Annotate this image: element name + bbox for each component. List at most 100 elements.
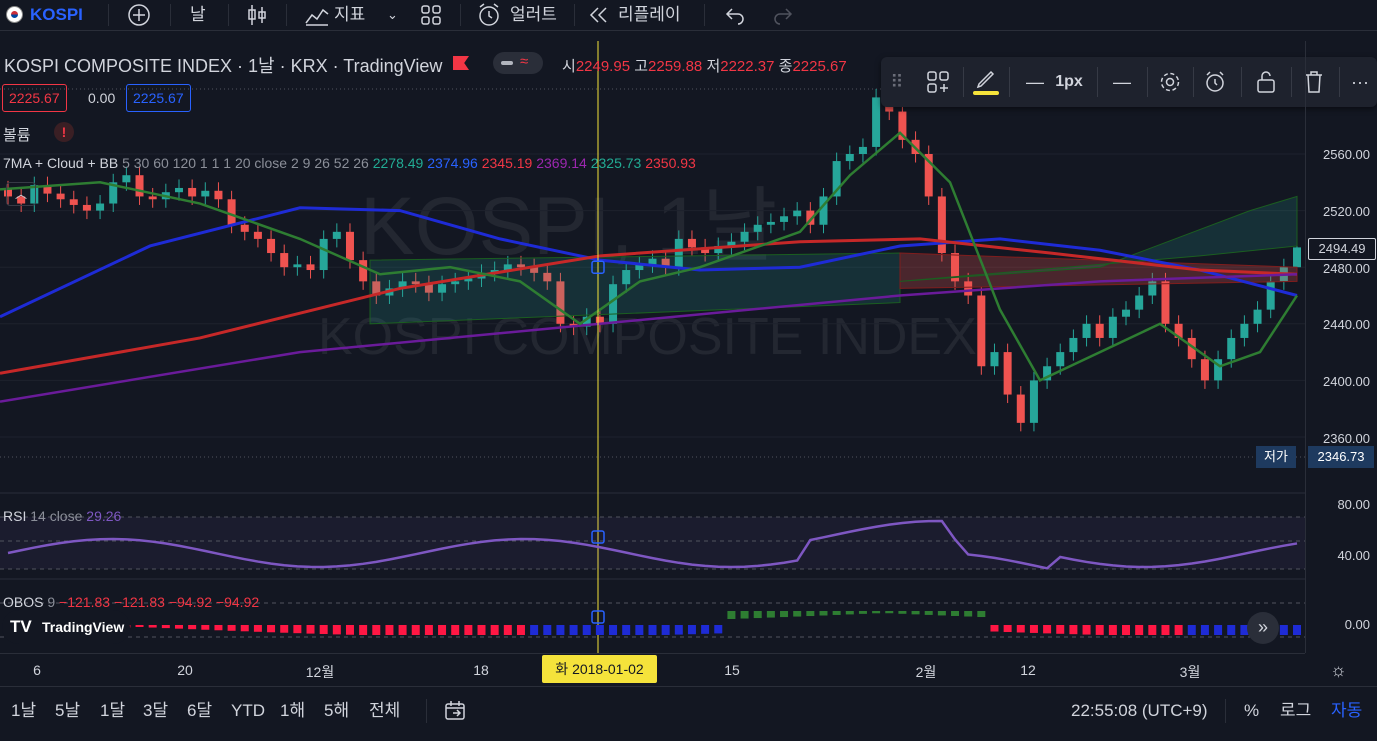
ma-purple-line (0, 273, 1298, 403)
obos-bar (174, 625, 183, 629)
candle-body (424, 284, 433, 293)
obos-bar (398, 625, 407, 635)
candle-body (174, 187, 183, 193)
replay-button[interactable]: 리플레이 (618, 5, 681, 24)
obos-bar (701, 625, 710, 634)
obos-bar (1279, 625, 1288, 635)
auto-scale-toggle[interactable]: 자동 (1331, 701, 1363, 720)
candle-body (1161, 281, 1170, 324)
add-alert-icon[interactable] (1201, 57, 1231, 107)
obos-bar (609, 625, 618, 635)
market-status-badge[interactable]: ≈ (493, 52, 543, 74)
flag-icon[interactable] (453, 56, 469, 70)
chevron-down-icon[interactable]: ⌄ (387, 7, 398, 22)
candle-body (398, 281, 407, 289)
interval-button[interactable]: 날 (190, 5, 206, 24)
candle-body (1082, 323, 1091, 338)
obos-bar (898, 611, 907, 614)
date-tick: 3월 (1179, 664, 1201, 680)
obos-bar (806, 611, 815, 617)
scroll-to-realtime-icon[interactable]: » (1247, 612, 1279, 644)
candle-body (1240, 323, 1249, 338)
obos-bar (543, 625, 552, 635)
go-to-date-icon[interactable] (444, 687, 466, 735)
delete-trash-icon[interactable] (1299, 57, 1329, 107)
range-1d[interactable]: 1날 (11, 701, 37, 720)
obos-bar (464, 625, 473, 635)
obos-bar (1043, 625, 1052, 634)
alert-clock-icon[interactable] (476, 0, 502, 30)
obos-bar (1293, 625, 1301, 635)
clock-timezone[interactable]: 22:55:08 (UTC+9) (1071, 701, 1208, 720)
candle-body (43, 185, 52, 194)
buy-price-button[interactable]: 2225.67 (126, 84, 191, 112)
candle-body (1029, 380, 1038, 423)
drawing-anchor-handle (591, 530, 605, 544)
range-5y[interactable]: 5해 (324, 701, 350, 720)
alert-button[interactable]: 얼러트 (510, 5, 557, 24)
warning-icon[interactable]: ! (54, 122, 74, 142)
range-ytd[interactable]: YTD (231, 701, 265, 720)
indicators-button[interactable]: 지표 (334, 5, 366, 24)
indicators-icon[interactable] (304, 0, 330, 30)
obos-bar (635, 625, 644, 635)
obos-bar (622, 625, 631, 635)
compare-add-icon[interactable] (126, 0, 152, 30)
redo-icon[interactable] (772, 0, 794, 30)
log-scale-toggle[interactable]: 로그 (1280, 701, 1312, 720)
range-all[interactable]: 전체 (369, 701, 401, 720)
obos-bar (227, 625, 236, 631)
candle-body (701, 247, 710, 254)
line-style-icon[interactable]: — (1113, 72, 1131, 92)
candle-body (135, 175, 144, 197)
obos-bar (306, 625, 315, 634)
range-1y[interactable]: 1해 (280, 701, 306, 720)
obos-bar (753, 611, 762, 619)
template-add-icon[interactable] (923, 57, 953, 107)
obos-bar (595, 625, 604, 635)
candle-body (253, 231, 262, 239)
range-6m[interactable]: 6달 (187, 701, 213, 720)
line-width-button[interactable]: 1px (1055, 73, 1083, 90)
candle-body (1200, 359, 1209, 381)
korea-flag-icon (6, 6, 23, 23)
tradingview-logo[interactable]: TV TradingView (2, 610, 130, 644)
sell-price-button[interactable]: 2225.67 (2, 84, 67, 112)
price-chart-svg (0, 41, 1305, 653)
chart-type-candles-icon[interactable] (246, 0, 268, 30)
range-3m[interactable]: 3달 (143, 701, 169, 720)
chart-canvas[interactable]: KOSPI, 1날 KOSPI COMPOSITE INDEX (0, 41, 1305, 653)
collapse-legend-icon[interactable]: ︿ (6, 182, 36, 206)
candle-body (780, 216, 789, 222)
lock-icon[interactable] (1251, 57, 1281, 107)
candle-body (345, 231, 354, 261)
settings-gear-icon[interactable] (1155, 57, 1185, 107)
candle-body (622, 270, 631, 285)
price-axis[interactable]: 2560.00 2520.00 2480.00 2440.00 2400.00 … (1305, 41, 1377, 653)
templates-grid-icon[interactable] (420, 0, 442, 30)
candle-body (503, 264, 512, 271)
candle-body (609, 284, 618, 324)
replay-rewind-icon[interactable] (588, 0, 610, 30)
chart-settings-icon[interactable]: ☼ (1330, 660, 1347, 680)
percent-scale-toggle[interactable]: % (1244, 701, 1260, 720)
time-axis[interactable]: 6 20 12월 18 15 2월 12 3월 (0, 653, 1305, 687)
line-color-pencil-icon[interactable] (971, 57, 1001, 107)
obos-bar (714, 625, 723, 634)
symbol-watermark: KOSPI, 1날 (360, 181, 778, 272)
candle-body (1174, 323, 1183, 338)
price-tick: 2440.00 (1323, 317, 1370, 332)
ma-cloud-legend: 7MA + Cloud + BB 5 30 60 120 1 1 1 20 cl… (3, 155, 696, 171)
drag-handle-icon[interactable]: ⠿ (890, 72, 904, 92)
candle-body (438, 284, 447, 293)
obos-bar (1214, 625, 1223, 635)
line-width-icon[interactable]: — (1026, 72, 1044, 92)
obos-bar (1122, 625, 1131, 635)
candle-body (1056, 352, 1065, 367)
range-5d[interactable]: 5날 (55, 701, 81, 720)
undo-icon[interactable] (724, 0, 746, 30)
range-1m[interactable]: 1달 (100, 701, 126, 720)
more-options-icon[interactable]: ··· (1351, 72, 1369, 92)
symbol-search-button[interactable]: KOSPI (30, 5, 83, 24)
candle-body (240, 224, 249, 232)
